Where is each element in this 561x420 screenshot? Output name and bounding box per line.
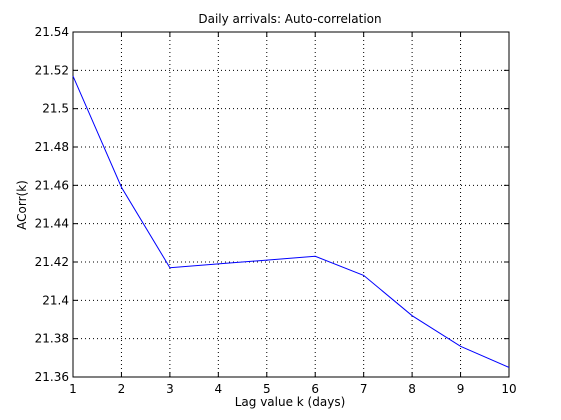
plot-frame — [72, 31, 510, 378]
data-point — [120, 186, 123, 189]
x-tick-label: 3 — [166, 382, 174, 396]
y-tick-label: 21.42 — [35, 255, 69, 269]
y-tick-label: 21.52 — [35, 63, 69, 77]
x-axis-title: Lag value k (days) — [235, 395, 346, 409]
grid — [73, 32, 509, 377]
x-tick-label: 2 — [118, 382, 126, 396]
y-axis-title: ACorr(k) — [15, 180, 29, 230]
y-tick-label: 21.36 — [35, 370, 69, 384]
y-tick-label: 21.46 — [35, 178, 69, 192]
data-point — [508, 366, 511, 369]
x-tick-label: 1 — [69, 382, 77, 396]
data-point — [314, 255, 317, 258]
ticks: 1 2 3 4 5 6 7 8 9 10 21.36 21.38 21.4 21.42 21.44 21.46… — [35, 25, 517, 396]
chart-title: Daily arrivals: Auto-correlation — [198, 12, 381, 26]
data-point — [72, 75, 75, 78]
data-point — [168, 266, 171, 269]
x-tick-label: 9 — [457, 382, 465, 396]
x-tick-label: 6 — [311, 382, 319, 396]
series-line — [72, 75, 510, 368]
data-point — [459, 345, 462, 348]
data-point — [411, 314, 414, 317]
data-point — [362, 274, 365, 277]
y-tick-label: 21.44 — [35, 217, 69, 231]
y-tick-label: 21.5 — [42, 102, 69, 116]
y-tick-label: 21.54 — [35, 25, 69, 39]
data-point — [265, 259, 268, 262]
y-tick-label: 21.48 — [35, 140, 69, 154]
x-tick-label: 7 — [360, 382, 368, 396]
series-layer — [72, 75, 511, 369]
y-tick-label: 21.4 — [42, 293, 69, 307]
x-tick-label: 4 — [215, 382, 223, 396]
data-point — [217, 262, 220, 265]
x-tick-label: 8 — [408, 382, 416, 396]
x-tick-label: 5 — [263, 382, 271, 396]
y-tick-label: 21.38 — [35, 332, 69, 346]
x-tick-label: 10 — [501, 382, 516, 396]
